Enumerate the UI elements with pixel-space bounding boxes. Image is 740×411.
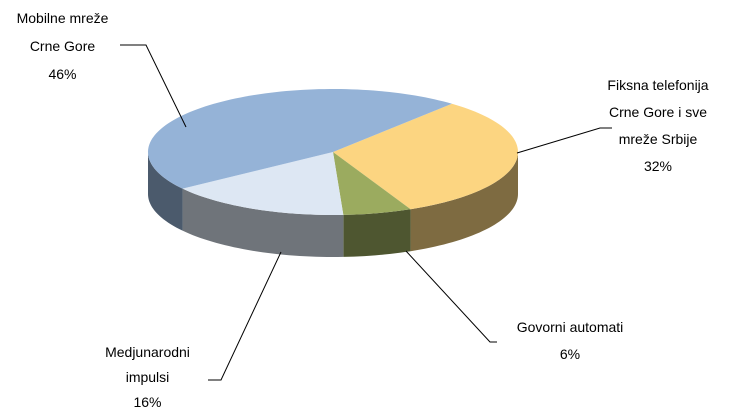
value-label: 6% xyxy=(559,346,581,362)
slice-side xyxy=(148,152,183,231)
leader-line xyxy=(405,250,497,343)
slice-side xyxy=(182,188,344,257)
slice-side xyxy=(410,152,518,252)
slice-label: Medjunarodni impulsi 16% xyxy=(90,340,205,411)
slice xyxy=(148,89,452,189)
category-label: Fiksna telefonija Crne Gore i sve mreže … xyxy=(607,77,709,147)
slice xyxy=(333,152,411,215)
slice-label: Fiksna telefonija Crne Gore i sve mreže … xyxy=(593,72,723,180)
category-label: Govorni automati xyxy=(516,319,624,335)
slice xyxy=(333,103,518,210)
slice-label: Mobilne mreže Crne Gore 46% xyxy=(5,4,120,88)
value-label: 32% xyxy=(643,158,673,174)
leader-line xyxy=(120,44,187,128)
slice xyxy=(182,152,344,215)
category-label: Medjunarodni impulsi xyxy=(105,344,190,385)
value-label: 46% xyxy=(48,66,77,82)
value-label: 16% xyxy=(133,394,162,410)
slice-label: Govorni automati 6% xyxy=(490,314,650,368)
category-label: Mobilne mreže Crne Gore xyxy=(16,10,109,54)
leader-line xyxy=(516,127,612,154)
slice-side xyxy=(343,209,411,257)
leader-line xyxy=(208,251,282,381)
